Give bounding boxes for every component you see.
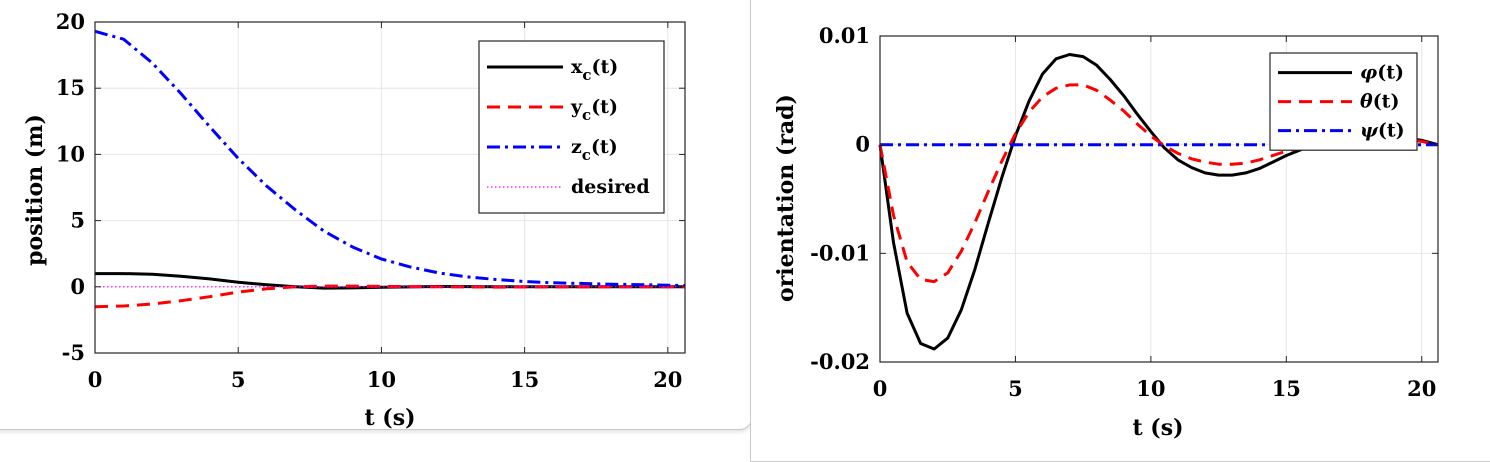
orientation-ytick-label-1: -0.01 (810, 240, 870, 265)
orientation-xtick-label-2: 10 (1136, 376, 1165, 401)
position-legend-label-0: xc(t) (571, 56, 618, 84)
position-x-axis-label: t (s) (364, 405, 415, 431)
position-xtick-label-2: 10 (367, 367, 396, 392)
position-ytick-label-3: 10 (56, 141, 85, 166)
position-ytick-label-4: 15 (56, 75, 85, 100)
position-ytick-label-0: -5 (62, 340, 85, 365)
position-legend-label-3: desired (571, 176, 650, 198)
position-xtick-label-0: 0 (88, 367, 103, 392)
position-legend: xc(t) yc(t) zc(t) desired (478, 40, 665, 214)
position-xtick-label-1: 5 (231, 367, 246, 392)
orientation-x-axis-label: t (s) (1132, 415, 1183, 440)
orientation-y-axis-label: orientation (rad) (773, 94, 799, 302)
orientation-ytick-label-3: 0.01 (819, 23, 870, 48)
position-legend-label-1: yc(t) (570, 96, 618, 124)
orientation-chart: 0 5 10 15 20 -0.02 -0.01 0 0.01 t (s) orientati… (773, 23, 1439, 440)
position-xtick-label-4: 20 (653, 367, 682, 392)
position-plot-frame (94, 21, 686, 354)
orientation-legend-label-2: ψ(t) (1360, 120, 1405, 142)
position-legend-box (478, 40, 665, 214)
orientation-xtick-label-4: 20 (1407, 376, 1436, 401)
orientation-ytick-label-2: 0 (855, 132, 870, 157)
orientation-legend-label-0: φ(t) (1360, 62, 1404, 84)
orientation-legend: φ(t) θ(t) ψ(t) (1269, 52, 1418, 151)
orientation-xtick-label-1: 5 (1008, 376, 1023, 401)
position-xtick-label-3: 15 (510, 367, 539, 392)
position-ytick-label-5: 20 (56, 9, 85, 34)
position-y-ticks: -5 0 5 10 15 20 (56, 9, 685, 365)
position-ytick-label-1: 0 (70, 274, 85, 299)
orientation-ytick-label-0: -0.02 (810, 349, 870, 374)
position-y-axis-label: position (m) (22, 114, 48, 266)
position-series-2 (94, 29, 686, 287)
orientation-x-ticks: 0 5 10 15 20 (873, 36, 1436, 401)
position-x-ticks: 0 5 10 15 20 (88, 22, 682, 392)
orientation-xtick-label-3: 15 (1272, 376, 1301, 401)
position-series-group (94, 29, 686, 309)
orientation-plot-frame (879, 35, 1439, 363)
position-ytick-label-2: 5 (70, 208, 85, 233)
orientation-legend-label-1: θ(t) (1360, 91, 1399, 113)
orientation-y-ticks: -0.02 -0.01 0 0.01 (810, 23, 1438, 374)
position-legend-label-2: zc(t) (571, 136, 618, 164)
orientation-series-0 (878, 53, 1439, 351)
orientation-xtick-label-0: 0 (873, 376, 888, 401)
